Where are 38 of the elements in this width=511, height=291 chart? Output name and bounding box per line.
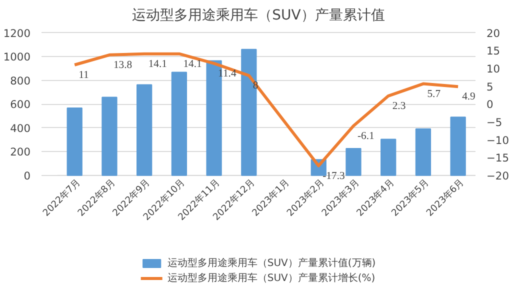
y2-tick-label: −5	[486, 116, 502, 129]
line-series	[73, 52, 460, 168]
bar	[136, 84, 152, 176]
y2-tick-label: −15	[486, 152, 509, 165]
bar	[380, 138, 396, 176]
y-tick-label: 200	[10, 146, 31, 159]
y-tick-label: 1200	[3, 26, 31, 40]
data-label: 14.1	[183, 58, 202, 70]
data-label: 5.7	[427, 88, 442, 100]
y-tick-label: 600	[10, 98, 31, 112]
y2-tick-label: 20	[486, 26, 500, 40]
bar	[346, 148, 362, 176]
data-label: 13.8	[113, 60, 132, 71]
y2-tick-label: 10	[486, 62, 500, 76]
chart-title: 运动型多用途乘用车（SUV）产量累计值	[132, 8, 385, 24]
bar	[415, 128, 432, 176]
data-label: -6.1	[357, 130, 374, 142]
data-label: 2.3	[392, 100, 406, 112]
bar	[171, 72, 188, 176]
legend-label: 运动型多用途乘用车（SUV）产量累计值(万辆)	[167, 256, 376, 270]
data-label: 11	[78, 70, 89, 81]
y-tick-label: 0	[24, 169, 31, 182]
bar	[102, 96, 118, 176]
y-tick-label: 1000	[3, 50, 31, 64]
y2-tick-label: −20	[486, 169, 510, 182]
y2-tick-label: 5	[486, 80, 494, 94]
y-tick-label: 800	[10, 74, 31, 88]
data-label: -17.3	[322, 170, 345, 182]
bar	[66, 108, 82, 176]
data-label: 14.1	[148, 58, 167, 70]
y2-tick-label: 0	[486, 98, 494, 112]
y-tick-label: 400	[10, 122, 31, 135]
data-label: 4.9	[462, 92, 476, 103]
bar	[241, 48, 257, 176]
legend-label: 运动型多用途乘用车（SUV）产量累计增长(%)	[167, 272, 376, 285]
bar	[450, 116, 466, 176]
y2-tick-label: −10	[486, 134, 510, 147]
y2-tick-label: 15	[486, 44, 500, 58]
